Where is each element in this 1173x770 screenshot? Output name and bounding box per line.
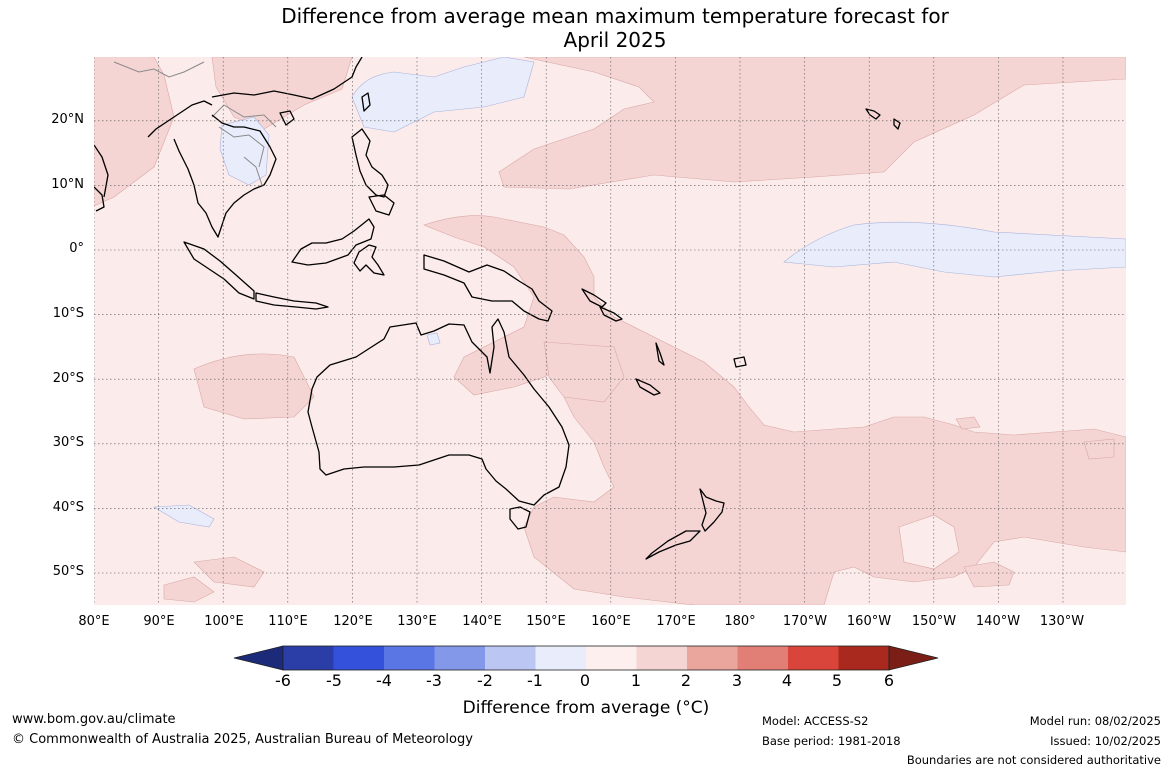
website-link[interactable]: www.bom.gov.au/climate	[12, 712, 176, 727]
coastlines	[94, 57, 901, 560]
anomaly-1-to-2-regions	[94, 57, 1126, 605]
colorbar-tick-minus3: -3	[426, 671, 442, 690]
lon-label-140w: 140°W	[975, 614, 1021, 629]
colorbar-segment	[636, 646, 688, 670]
lon-label-130e: 130°E	[397, 614, 437, 629]
lat-label-20s: 20°S	[52, 371, 84, 386]
chart-title-line1: Difference from average mean maximum tem…	[281, 4, 949, 28]
lat-label-50s: 50°S	[52, 564, 84, 579]
colorbar-segment	[737, 646, 789, 670]
lon-label-170w: 170°W	[782, 614, 828, 629]
lon-label-100e: 100°E	[204, 614, 244, 629]
map-gridlines	[94, 57, 1126, 605]
colorbar-extend-high	[888, 645, 939, 671]
colorbar-segment	[434, 646, 486, 670]
colorbar-segment	[586, 646, 637, 670]
colorbar-frame	[282, 645, 890, 671]
lon-label-120e: 120°E	[333, 614, 373, 629]
colorbar-extend-low	[233, 645, 284, 671]
colorbar-segment	[838, 646, 890, 670]
lon-label-170e: 170°E	[656, 614, 696, 629]
base-period-text: Base period: 1981-2018	[762, 734, 901, 748]
colorbar-tick-1: 1	[630, 671, 642, 690]
copyright-text: © Commonwealth of Australia 2025, Austra…	[12, 732, 473, 747]
colorbar-tick-5: 5	[831, 671, 843, 690]
lon-label-150w: 150°W	[911, 614, 957, 629]
colorbar-segment	[384, 646, 435, 670]
lon-label-140e: 140°E	[462, 614, 502, 629]
lat-label-equator: 0°	[69, 241, 84, 256]
colorbar-tick-minus2: -2	[477, 671, 493, 690]
colorbar-tick-2: 2	[680, 671, 692, 690]
colorbar-tick-minus4: -4	[376, 671, 392, 690]
colorbar-tick-0: 0	[579, 671, 591, 690]
anomaly-minus1-to-0-regions	[153, 57, 1126, 528]
map-canvas	[94, 57, 1126, 605]
lat-label-10s: 10°S	[52, 306, 84, 321]
colorbar-segment	[788, 646, 839, 670]
lon-label-110e: 110°E	[268, 614, 308, 629]
country-borders	[113, 61, 277, 186]
colorbar-label: Difference from average (°C)	[462, 698, 710, 718]
colorbar-segment	[333, 646, 385, 670]
colorbar	[233, 645, 939, 671]
colorbar-tick-4: 4	[781, 671, 793, 690]
colorbar-tick-minus6: -6	[275, 671, 291, 690]
colorbar-tick-6: 6	[883, 671, 895, 690]
lat-label-10n: 10°N	[51, 177, 84, 192]
colorbar-tick-minus1: -1	[527, 671, 543, 690]
lat-label-40s: 40°S	[52, 500, 84, 515]
lon-label-90e: 90°E	[143, 614, 175, 629]
lon-label-80e: 80°E	[78, 614, 110, 629]
lat-label-20n: 20°N	[51, 112, 84, 127]
issued-text: Issued: 10/02/2025	[1050, 734, 1161, 748]
lon-label-160w: 160°W	[846, 614, 892, 629]
lon-label-160e: 160°E	[591, 614, 631, 629]
colorbar-segment	[687, 646, 738, 670]
lat-label-30s: 30°S	[52, 435, 84, 450]
colorbar-segment	[485, 646, 536, 670]
lon-label-130w: 130°W	[1039, 614, 1085, 629]
colorbar-segment	[283, 646, 334, 670]
colorbar-tick-3: 3	[731, 671, 743, 690]
model-text: Model: ACCESS-S2	[762, 714, 869, 728]
lon-label-150e: 150°E	[526, 614, 566, 629]
forecast-map	[94, 57, 1126, 605]
colorbar-tick-minus5: -5	[326, 671, 342, 690]
chart-title: Difference from average mean maximum tem…	[0, 4, 1173, 52]
chart-title-line2: April 2025	[563, 28, 667, 52]
lon-label-180: 180°	[724, 614, 756, 629]
boundaries-note: Boundaries are not considered authoritat…	[906, 753, 1161, 767]
colorbar-segment	[535, 646, 587, 670]
model-run-text: Model run: 08/02/2025	[1029, 714, 1161, 728]
